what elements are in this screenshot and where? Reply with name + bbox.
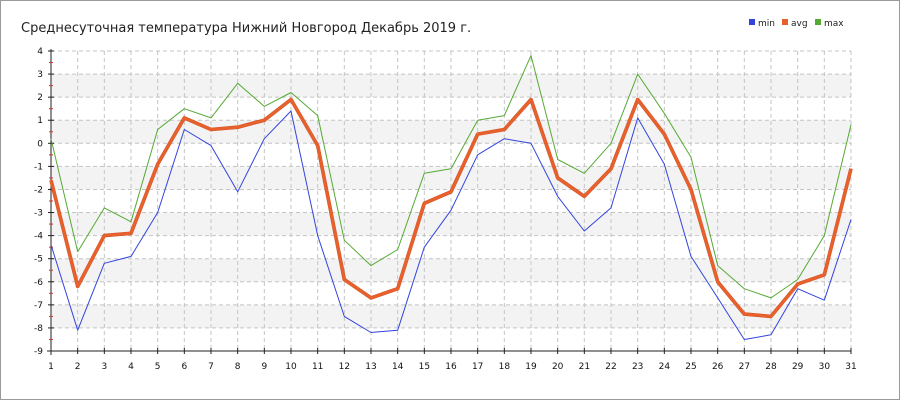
x-tick-label: 1 xyxy=(48,362,54,372)
axes xyxy=(47,49,851,355)
x-tick-label: 27 xyxy=(739,362,750,372)
x-tick-label: 14 xyxy=(392,362,404,372)
x-axis-ticks: 1 2 3 4 5 6 7 8 9 10 11 12 13 14 15 16 17 18 19 20 21 22 23 24 2… xyxy=(48,348,857,372)
x-tick-label: 20 xyxy=(552,362,564,372)
x-tick-label: 17 xyxy=(472,362,483,372)
x-tick-label: 4 xyxy=(128,362,134,372)
x-tick-label: 13 xyxy=(365,362,376,372)
plot-band xyxy=(51,304,851,328)
x-tick-label: 9 xyxy=(261,362,267,372)
x-tick-label: 10 xyxy=(285,362,297,372)
x-tick-label: 22 xyxy=(605,362,616,372)
y-tick-label: -8 xyxy=(34,324,43,334)
series-line-avg xyxy=(49,98,853,318)
y-tick-label: -2 xyxy=(34,185,43,195)
x-tick-label: 11 xyxy=(312,362,323,372)
x-tick-label: 2 xyxy=(75,362,81,372)
y-tick-label: 2 xyxy=(37,93,43,103)
legend-swatch-avg xyxy=(782,19,788,25)
x-tick-label: 7 xyxy=(208,362,214,372)
series-line-min xyxy=(50,110,852,340)
legend-label-max: max xyxy=(824,19,844,29)
y-tick-label: -5 xyxy=(34,255,43,265)
plot-band xyxy=(51,74,851,98)
legend-swatch-max xyxy=(815,19,821,25)
x-tick-label: 3 xyxy=(101,362,107,372)
y-tick-label: 4 xyxy=(37,47,43,57)
y-tick-label: -9 xyxy=(34,347,43,357)
x-tick-label: 30 xyxy=(819,362,831,372)
x-tick-label: 25 xyxy=(685,362,696,372)
y-tick-label: -7 xyxy=(34,301,43,311)
y-tick-label: 1 xyxy=(37,116,43,126)
x-tick-label: 28 xyxy=(765,362,777,372)
x-tick-label: 29 xyxy=(792,362,804,372)
x-tick-label: 18 xyxy=(499,362,511,372)
y-tick-label: -3 xyxy=(34,209,43,219)
legend-label-avg: avg xyxy=(791,19,808,29)
legend: min avg max xyxy=(749,19,844,29)
x-tick-label: 24 xyxy=(659,362,671,372)
x-tick-label: 23 xyxy=(632,362,643,372)
x-tick-label: 5 xyxy=(155,362,161,372)
x-tick-label: 19 xyxy=(525,362,537,372)
legend-swatch-min xyxy=(749,19,755,25)
y-axis-ticks: 4 3 2 1 0 -1 -2 -3 -4 -5 -6 -7 -8 -9 xyxy=(34,47,54,357)
plot-band xyxy=(51,212,851,236)
x-tick-label: 15 xyxy=(419,362,430,372)
x-tick-label: 21 xyxy=(579,362,590,372)
x-tick-label: 12 xyxy=(339,362,350,372)
y-tick-label: 0 xyxy=(37,139,43,149)
legend-label-min: min xyxy=(758,19,775,29)
y-tick-label: -1 xyxy=(34,162,43,172)
y-tick-label: 3 xyxy=(37,70,43,80)
series-line-max xyxy=(50,55,852,299)
y-tick-label: -4 xyxy=(34,232,43,242)
x-tick-label: 6 xyxy=(181,362,187,372)
x-tick-label: 26 xyxy=(712,362,724,372)
x-tick-label: 8 xyxy=(235,362,241,372)
chart-title: Среднесуточная температура Нижний Новгор… xyxy=(21,21,471,36)
series-lines xyxy=(49,55,853,340)
x-tick-label: 31 xyxy=(845,362,856,372)
x-tick-label: 16 xyxy=(445,362,457,372)
y-tick-label: -6 xyxy=(34,278,43,288)
